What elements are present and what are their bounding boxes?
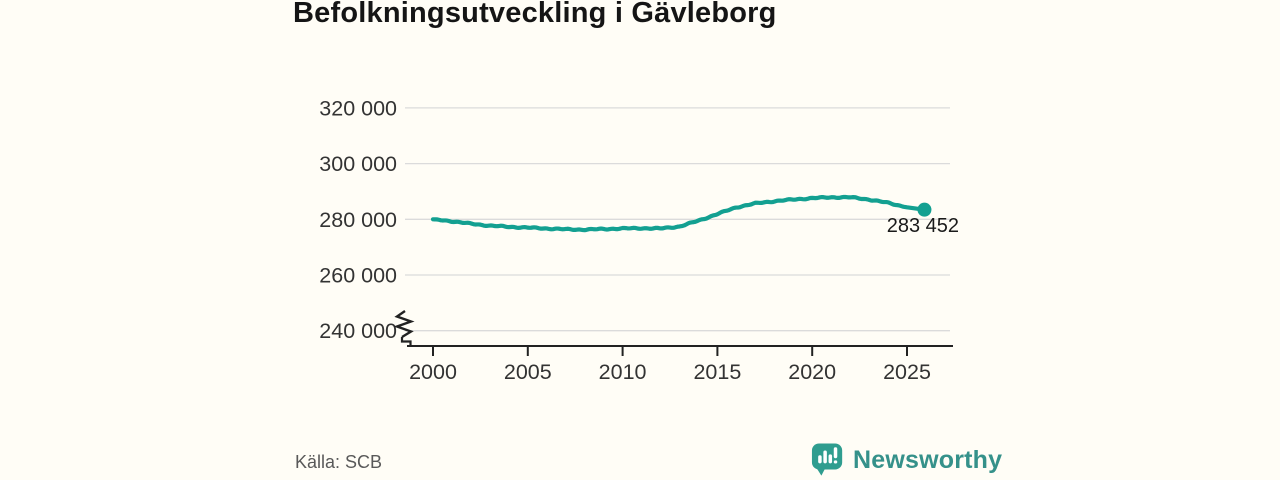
x-axis-tick-label: 2005 — [504, 360, 552, 384]
population-line-series — [430, 194, 927, 233]
y-axis-tick-label: 320 000 — [319, 96, 397, 120]
x-axis-tick-label: 2015 — [693, 360, 741, 384]
x-axis-tick-label: 2020 — [788, 360, 836, 384]
y-axis-break-icon — [393, 310, 415, 339]
newsworthy-icon — [811, 443, 843, 476]
y-axis-tick-label: 260 000 — [319, 264, 397, 288]
x-axis-tick-label: 2010 — [599, 360, 647, 384]
chart-title: Befolkningsutveckling i Gävleborg — [293, 0, 777, 29]
newsworthy-wordmark: Newsworthy — [853, 445, 1003, 474]
y-axis-tick-label: 280 000 — [319, 208, 397, 232]
y-axis-break-connector — [400, 337, 412, 346]
latest-value-dot — [917, 202, 932, 217]
y-axis-tick-label: 300 000 — [319, 152, 397, 176]
newsworthy-logo[interactable]: Newsworthy — [811, 442, 1002, 478]
latest-value-label: 283 452 — [887, 215, 959, 237]
source-note: Källa: SCB — [295, 452, 383, 472]
x-axis-tick-label: 2000 — [409, 360, 457, 384]
x-axis-tick-label: 2025 — [883, 360, 931, 384]
y-axis-tick-label: 240 000 — [319, 319, 397, 343]
